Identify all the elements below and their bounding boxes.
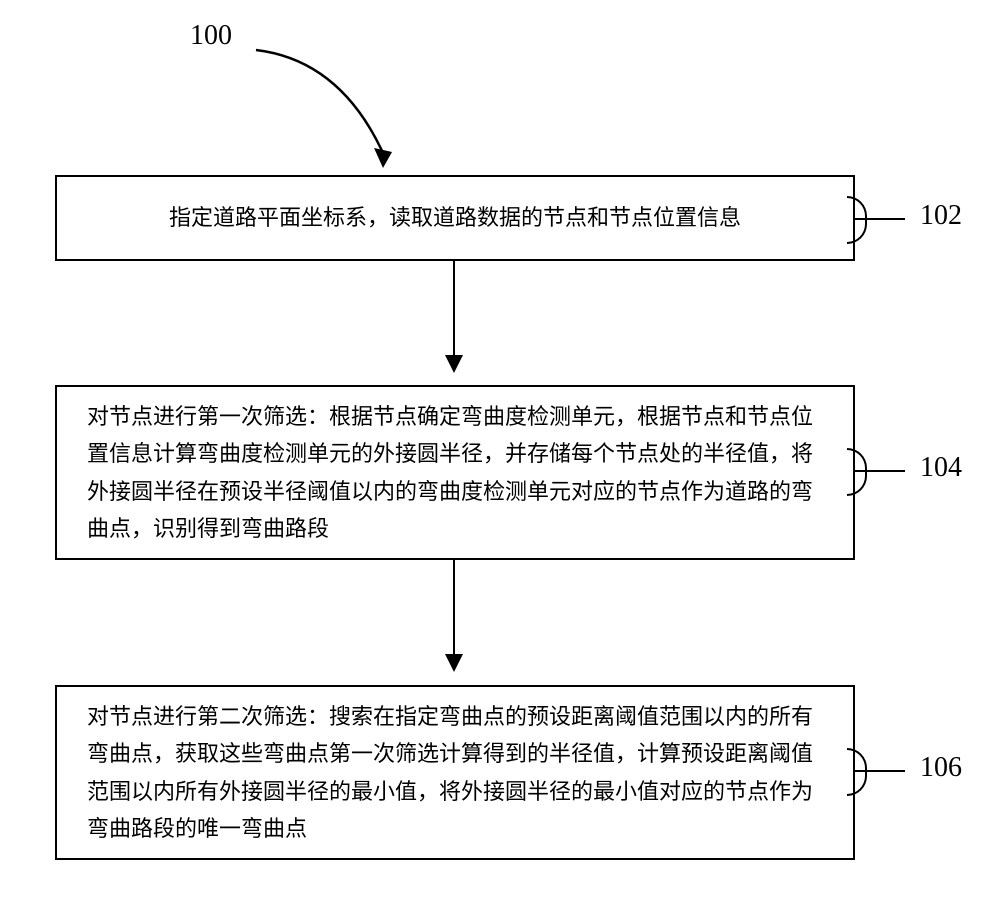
step-104-box: 对节点进行第一次筛选：根据节点确定弯曲度检测单元，根据节点和节点位置信息计算弯曲… [55, 385, 855, 560]
step-102-box: 指定道路平面坐标系，读取道路数据的节点和节点位置信息 [55, 175, 855, 261]
connector-106 [855, 770, 905, 772]
arrow-down-icon [453, 560, 455, 670]
step-104-label: 104 [920, 452, 962, 484]
step-106-box: 对节点进行第二次筛选：搜索在指定弯曲点的预设距离阈值范围以内的所有弯曲点，获取这… [55, 685, 855, 860]
arrow-down-icon [453, 261, 455, 371]
connector-102 [855, 218, 905, 220]
step-106-text: 对节点进行第二次筛选：搜索在指定弯曲点的预设距离阈值范围以内的所有弯曲点，获取这… [87, 698, 823, 848]
flowchart-container: 100 指定道路平面坐标系，读取道路数据的节点和节点位置信息 102 对节点进行… [0, 0, 1000, 898]
step-106-label: 106 [920, 752, 962, 784]
start-label: 100 [190, 20, 232, 52]
curved-arrow-icon [250, 45, 420, 175]
connector-104 [855, 470, 905, 472]
step-104-text: 对节点进行第一次筛选：根据节点确定弯曲度检测单元，根据节点和节点位置信息计算弯曲… [87, 398, 823, 548]
step-102-text: 指定道路平面坐标系，读取道路数据的节点和节点位置信息 [169, 199, 741, 236]
step-102-label: 102 [920, 200, 962, 232]
